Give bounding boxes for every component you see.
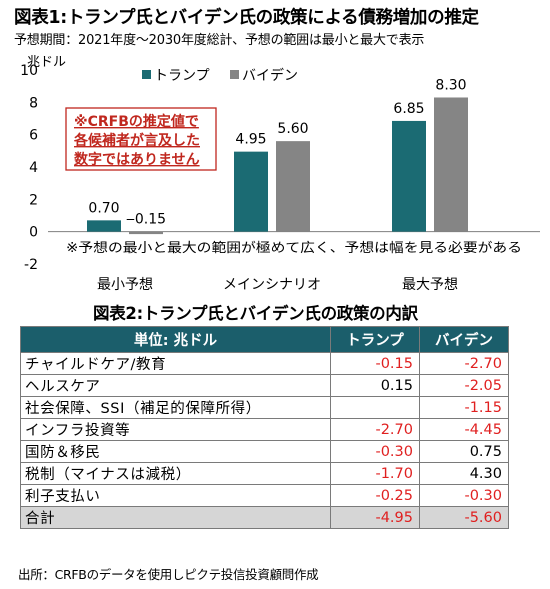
table-title: 図表2:トランプ氏とバイデン氏の政策の内訳 (93, 304, 418, 323)
bar-biden-2 (434, 97, 468, 232)
callout-box (65, 107, 217, 171)
y-axis-label: 兆ドル (27, 55, 66, 70)
row-label: 利子支払い (20, 484, 331, 507)
trump-value: -2.70 (330, 418, 420, 441)
biden-value: 4.30 (419, 462, 509, 485)
breakdown-table: 単位: 兆ドル トランプ バイデン チャイルドケア/教育 -0.15 -2.70 ヘル… (20, 326, 509, 529)
bar-trump-1 (234, 151, 268, 232)
row-label: 国防＆移民 (20, 440, 331, 463)
bar-biden-1 (276, 141, 310, 232)
data-label: 6.85 (393, 101, 424, 117)
row-label: 合計 (20, 506, 331, 529)
y-tick-label: 6 (29, 128, 38, 144)
biden-value: -2.05 (419, 374, 509, 397)
trump-value: -0.25 (330, 484, 420, 507)
table-row: インフラ投資等 -2.70 -4.45 (20, 418, 509, 441)
y-tick-label: 2 (29, 192, 38, 208)
y-tick-label: 0 (29, 225, 38, 241)
table-row: チャイルドケア/教育 -0.15 -2.70 (20, 352, 509, 375)
trump-value: 0.15 (330, 374, 420, 397)
x-tick-label: メインシナリオ (223, 277, 321, 293)
row-label: 税制（マイナスは減税） (20, 462, 331, 485)
x-tick-label: 最小予想 (97, 277, 153, 293)
legend-swatch-trump (142, 70, 151, 79)
trump-value: -0.30 (330, 440, 420, 463)
row-label: ヘルスケア (20, 374, 331, 397)
table-row: 利子支払い -0.25 -0.30 (20, 484, 509, 507)
y-tick-label: 10 (20, 63, 38, 79)
y-tick-label: 8 (29, 95, 38, 111)
trump-value: -4.95 (330, 506, 420, 529)
row-label: インフラ投資等 (20, 418, 331, 441)
bar-chart: 兆ドル -2 0 2 4 6 8 10 0.70 4.95 6.85 ‒0.15 5.60 8.30 最小予… (20, 55, 540, 293)
callout-text: ※CRFBの推定値で (74, 113, 199, 130)
chart-subtitle: 予想期間：2021年度～2030年度総計、予想の範囲は最小と最大で表示 (14, 33, 425, 48)
row-label: 社会保障、SSI（補足的保障所得） (20, 396, 331, 419)
trump-value (330, 396, 420, 419)
legend-label: トランプ (154, 68, 210, 84)
biden-value: -0.30 (419, 484, 509, 507)
table-row: 国防＆移民 -0.30 0.75 (20, 440, 509, 463)
biden-value: -2.70 (419, 352, 509, 375)
table-header-row: 単位: 兆ドル トランプ バイデン (20, 326, 509, 353)
row-label: チャイルドケア/教育 (20, 352, 331, 375)
table-total-row: 合計 -4.95 -5.60 (20, 506, 509, 529)
data-label: 5.60 (277, 121, 308, 137)
biden-value: -4.45 (419, 418, 509, 441)
data-label: 8.30 (435, 77, 466, 93)
x-tick-label: 最大予想 (402, 277, 458, 293)
y-tick-label: -2 (24, 257, 38, 273)
trump-value: -0.15 (330, 352, 420, 375)
chart-title: 図表1:トランプ氏とバイデン氏の政策による債務増加の推定 (14, 8, 479, 28)
trump-value: -1.70 (330, 462, 420, 485)
data-label: 4.95 (235, 132, 266, 148)
table-row: ヘルスケア 0.15 -2.05 (20, 374, 509, 397)
header-biden: バイデン (419, 326, 509, 353)
bar-biden-0 (129, 231, 163, 235)
source-note: 出所：CRFBのデータを使用しピクテ投信投資顧問作成 (18, 567, 319, 582)
chart-note: ※予想の最小と最大の範囲が極めて広く、予想は幅を見る必要がある (66, 240, 522, 256)
header-unit: 単位: 兆ドル (20, 326, 331, 353)
table-row: 社会保障、SSI（補足的保障所得） -1.15 (20, 396, 509, 419)
biden-value: 0.75 (419, 440, 509, 463)
bar-trump-0 (87, 220, 121, 232)
callout-text: 各候補者が言及した (73, 132, 200, 149)
y-tick-label: 4 (29, 160, 38, 176)
biden-value: -1.15 (419, 396, 509, 419)
data-label: ‒0.15 (126, 212, 166, 228)
bar-trump-2 (392, 120, 426, 232)
callout-text: 数字ではありません (74, 151, 200, 168)
legend-label: バイデン (242, 67, 298, 84)
header-trump: トランプ (330, 326, 420, 353)
legend-swatch-biden (230, 70, 239, 79)
biden-value: -5.60 (419, 506, 509, 529)
table-row: 税制（マイナスは減税） -1.70 4.30 (20, 462, 509, 485)
data-label: 0.70 (88, 200, 119, 216)
